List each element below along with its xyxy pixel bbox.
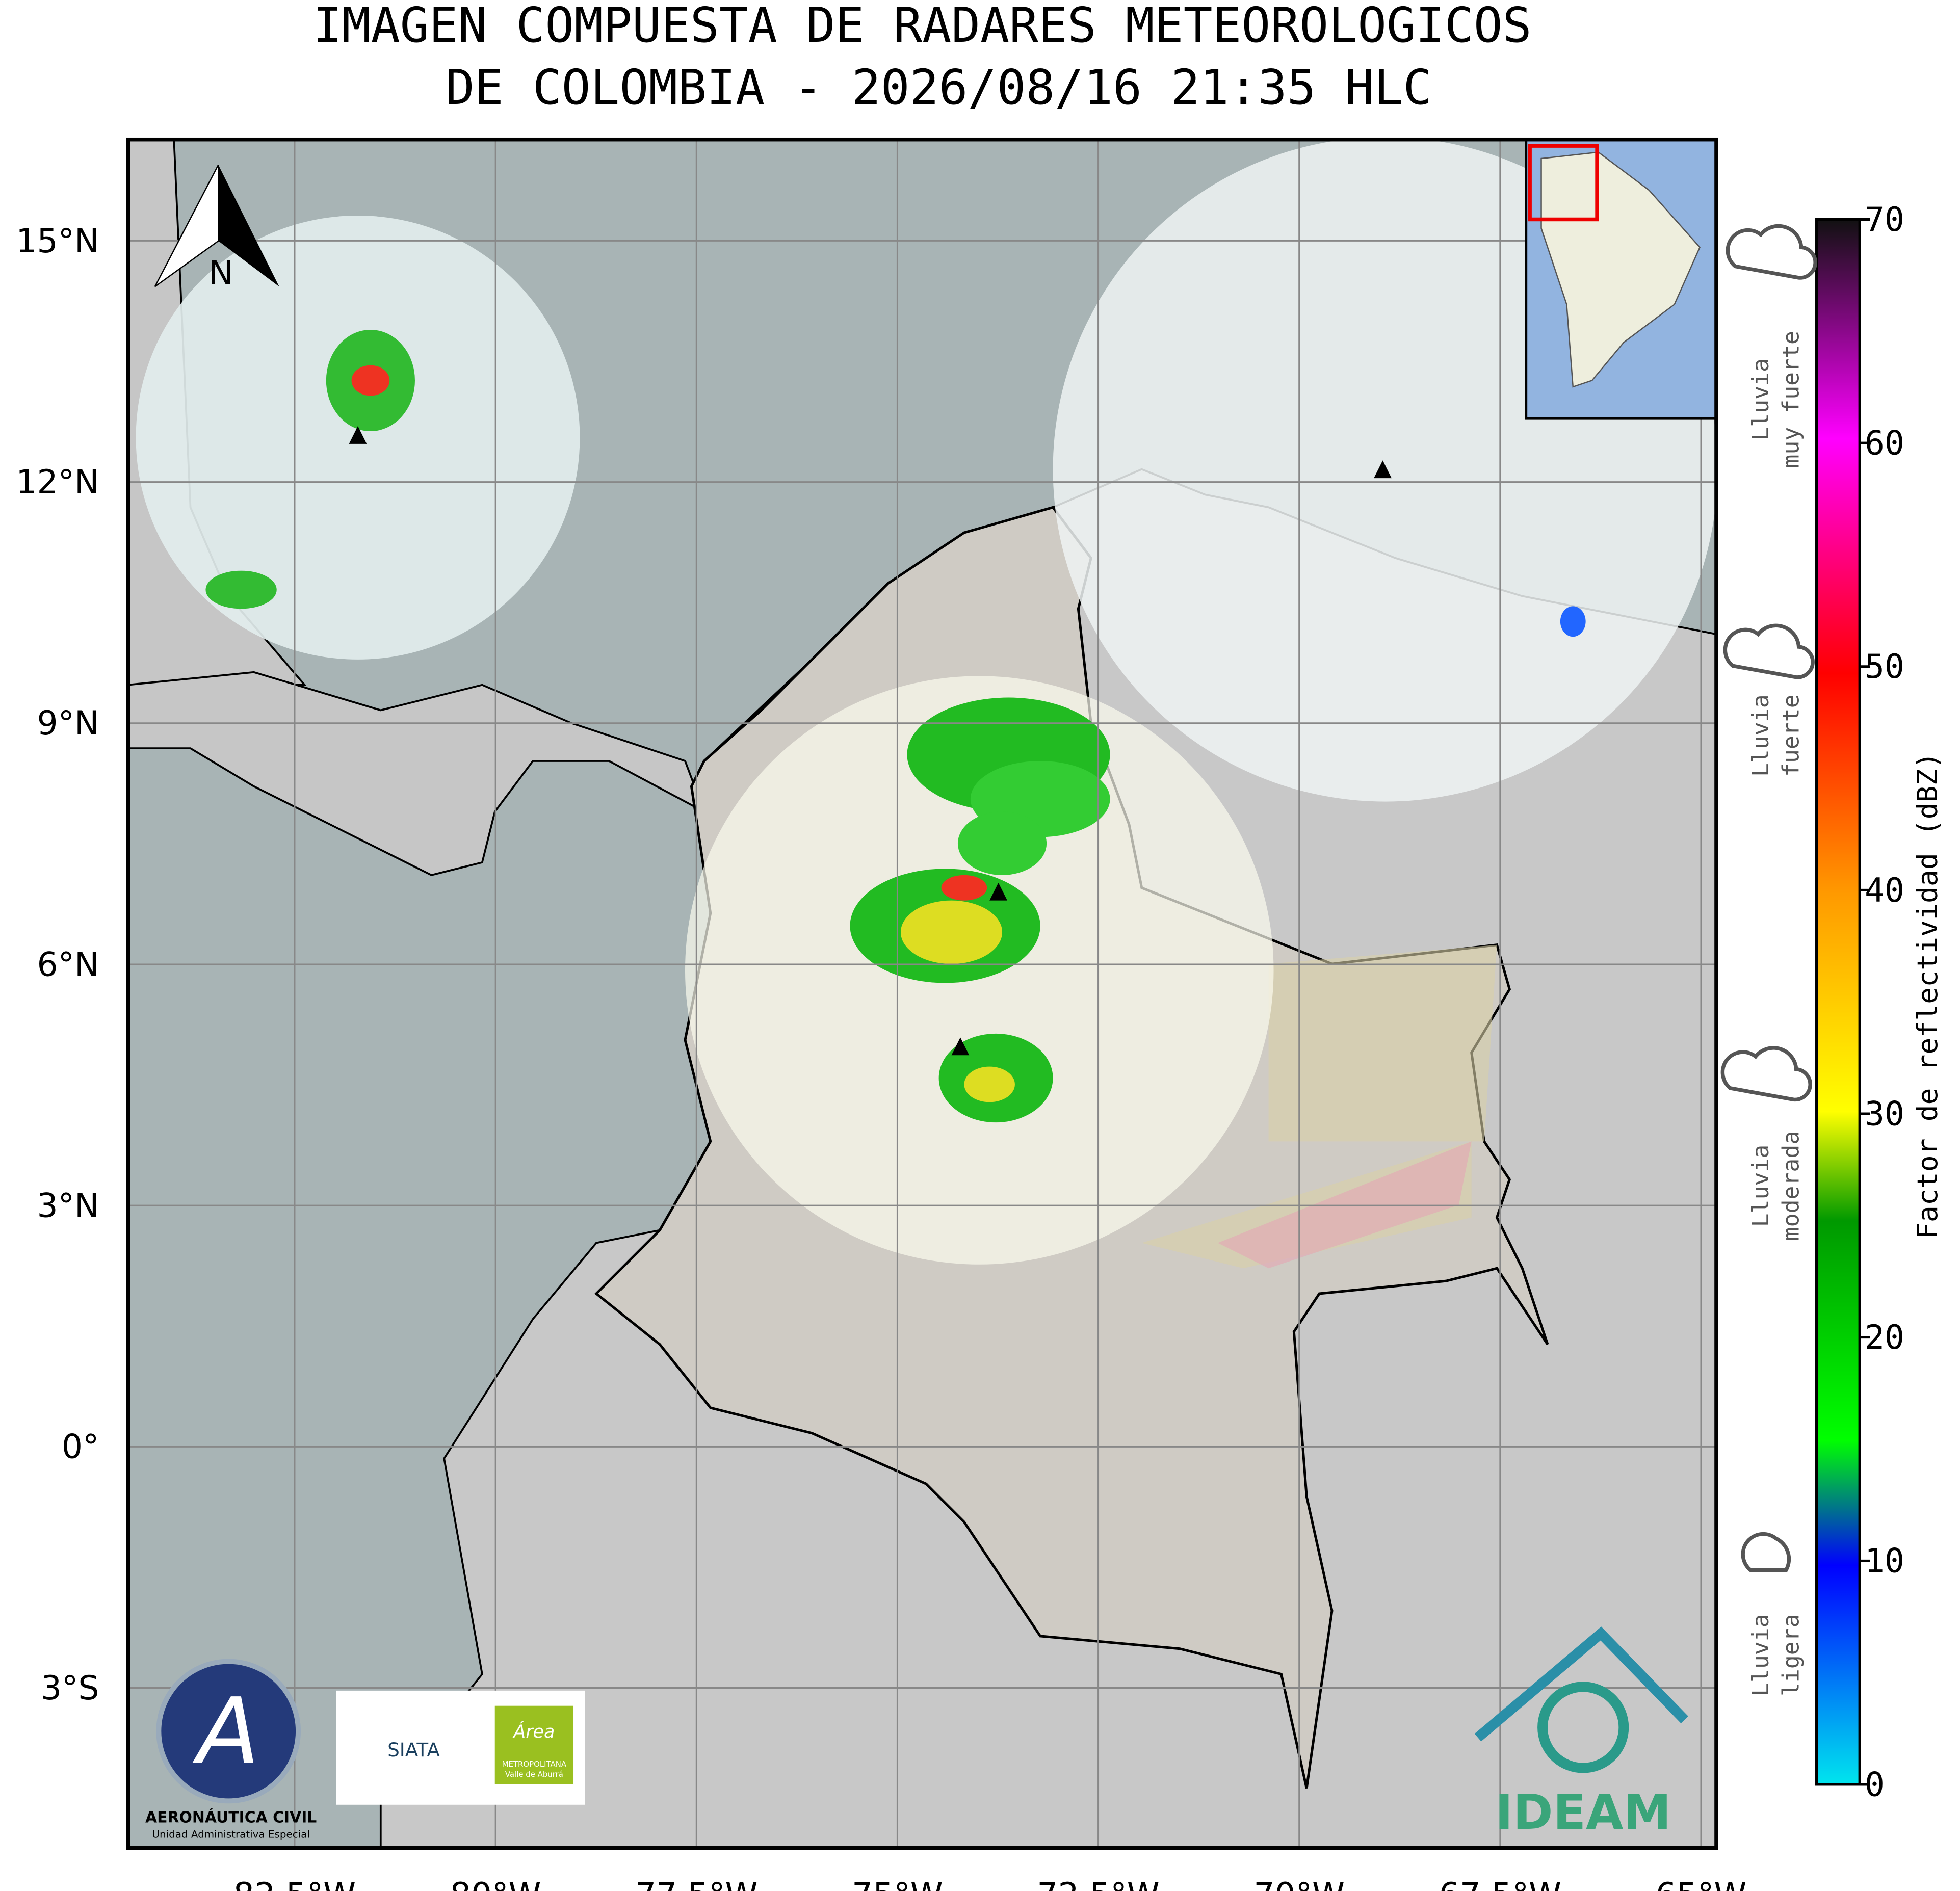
- lon-tick-label: 67.5°W: [1439, 1876, 1561, 1891]
- logo-text: Valle de Aburrá: [505, 1770, 563, 1779]
- logo-text: METROPOLITANA: [502, 1759, 567, 1769]
- colorbar-tick-label: 40: [1865, 872, 1904, 910]
- colorbar-tick-label: 20: [1865, 1319, 1904, 1357]
- inset-extent: [1528, 144, 1599, 222]
- radar-sites: [349, 426, 1392, 1056]
- lon-tick-label: 72.5°W: [1037, 1876, 1159, 1891]
- rain-legend-label: ligera: [1778, 1614, 1805, 1696]
- ideam-roof: [1474, 1626, 1688, 1742]
- map-frame: [126, 137, 1718, 1850]
- rain-legend-label: Lluvia: [1747, 358, 1774, 441]
- lat-tick-label: 3°S: [41, 1669, 99, 1708]
- lat-tick-label: 12°N: [16, 463, 99, 502]
- aerocivil-mark: A: [192, 1679, 260, 1785]
- rain-legend-label: Lluvia: [1747, 1145, 1774, 1227]
- title-line: DE COLOMBIA - 2026/08/16 21:35 HLC: [446, 60, 1432, 116]
- inset-continent: [1540, 151, 1701, 388]
- ideam-swirl: [1537, 1682, 1629, 1773]
- logo-text: SIATA: [387, 1739, 440, 1761]
- lon-tick-label: 77.5°W: [635, 1876, 757, 1891]
- rain-legend-label: muy fuerte: [1778, 331, 1805, 468]
- rain-legend-label: Lluvia: [1747, 694, 1774, 777]
- rain-legend-label: Lluvia: [1747, 1614, 1774, 1696]
- colorbar-tick-label: 60: [1865, 425, 1904, 463]
- lat-tick-label: 9°N: [37, 704, 99, 743]
- north-label: N: [208, 254, 233, 292]
- colorbar-tick-label: 70: [1865, 201, 1904, 239]
- lon-tick-label: 80°W: [450, 1876, 541, 1891]
- colorbar-tick-label: 0: [1865, 1766, 1885, 1804]
- lat-tick-label: 3°N: [37, 1187, 99, 1225]
- logo-text: Área: [512, 1721, 555, 1742]
- rain-legend-label: moderada: [1778, 1131, 1805, 1241]
- colorbar-tick-label: 30: [1865, 1095, 1904, 1133]
- lat-tick-label: 6°N: [37, 946, 99, 984]
- area-logo: [494, 1705, 574, 1784]
- lat-tick-label: 0°: [62, 1428, 99, 1466]
- logo-text: IDEAM: [1495, 1784, 1671, 1841]
- rain-icons: [1720, 224, 1817, 1572]
- logo-text: Unidad Administrativa Especial: [152, 1828, 309, 1840]
- colorbar-tick-label: 10: [1865, 1542, 1904, 1581]
- lon-tick-label: 70°W: [1253, 1876, 1345, 1891]
- rain-legend-label: fuerte: [1778, 694, 1805, 777]
- colorbar-label: Factor de reflectividad (dBZ): [1911, 752, 1944, 1239]
- colorbar-tick-label: 50: [1865, 648, 1904, 686]
- logo-text: AERONÁUTICA CIVIL: [145, 1808, 317, 1827]
- lon-tick-label: 82.5°W: [233, 1876, 356, 1891]
- title-line: IMAGEN COMPUESTA DE RADARES METEOROLOGIC…: [313, 0, 1532, 54]
- map-area: N A AERONÁUTICA CIVIL Unidad Administrat…: [128, 139, 1716, 1848]
- graticule: [128, 139, 1716, 1848]
- aerocivil-logo: [156, 1659, 301, 1804]
- lon-tick-label: 75°W: [852, 1876, 943, 1891]
- colorbar: [1815, 218, 1861, 1786]
- lon-tick-label: 65°W: [1656, 1876, 1747, 1891]
- lat-tick-label: 15°N: [16, 222, 99, 260]
